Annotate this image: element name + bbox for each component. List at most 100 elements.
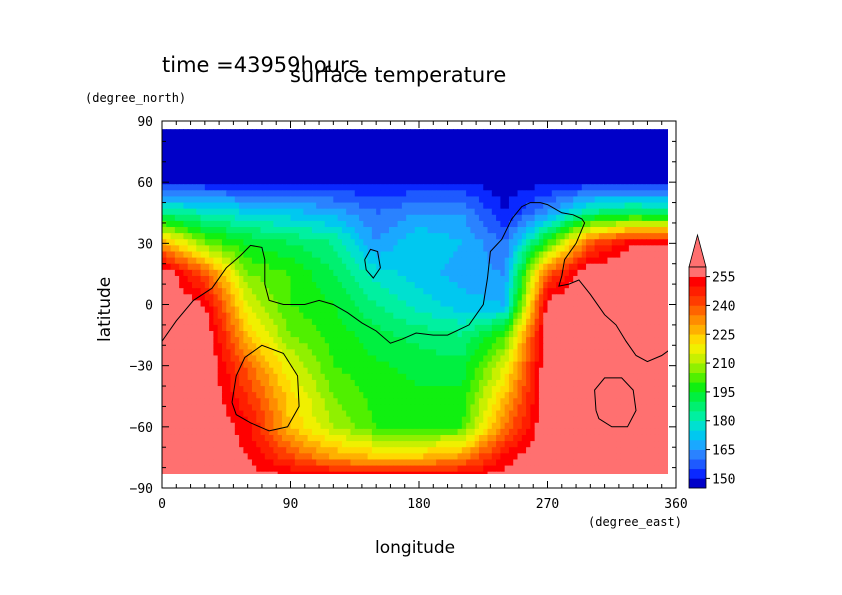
field-cell (521, 263, 527, 271)
field-cell (239, 263, 244, 271)
field-cell (179, 159, 185, 167)
field-cell (389, 318, 394, 326)
field-cell (209, 361, 214, 369)
field-cell (616, 331, 621, 338)
field-cell (466, 263, 471, 271)
field-cell (359, 171, 364, 179)
field-cell (543, 202, 549, 210)
field-cell (611, 159, 617, 167)
field-cell (260, 196, 266, 204)
field-cell (646, 269, 651, 277)
field-cell (337, 294, 343, 302)
field-cell (367, 196, 373, 204)
field-cell (543, 245, 549, 253)
field-cell (320, 263, 326, 271)
field-cell (603, 147, 609, 155)
field-cell (414, 233, 420, 240)
field-cell (273, 147, 279, 155)
field-cell (534, 331, 540, 338)
field-cell (273, 159, 279, 167)
field-cell (427, 196, 433, 204)
field-cell (269, 312, 274, 320)
field-cell (393, 214, 399, 222)
field-cell (474, 263, 480, 271)
field-cell (419, 269, 424, 277)
field-cell (487, 227, 493, 234)
field-cell (427, 312, 433, 320)
field-cell (637, 318, 643, 326)
field-cell (663, 367, 668, 375)
field-cell (500, 171, 506, 179)
field-cell (478, 257, 484, 265)
field-cell (564, 355, 570, 363)
field-cell (303, 379, 309, 387)
field-cell (431, 214, 437, 222)
field-cell (440, 227, 446, 234)
field-cell (590, 300, 596, 308)
field-cell (466, 355, 471, 363)
field-cell (423, 361, 429, 369)
field-cell (586, 367, 591, 375)
field-cell (337, 214, 343, 222)
field-cell (170, 379, 176, 387)
field-cell (453, 349, 459, 357)
field-cell (354, 306, 360, 314)
field-cell (431, 337, 437, 344)
field-cell (273, 233, 279, 240)
field-cell (607, 190, 613, 198)
field-cell (470, 153, 476, 161)
field-cell (213, 208, 219, 216)
field-cell (577, 331, 583, 338)
field-cell (646, 324, 651, 332)
field-cell (311, 379, 317, 387)
field-cell (183, 263, 189, 271)
field-cell (419, 263, 424, 271)
field-cell (611, 178, 617, 185)
field-cell (174, 208, 180, 216)
field-cell (243, 275, 249, 283)
field-cell (307, 331, 313, 338)
field-cell (247, 245, 253, 253)
field-cell (311, 282, 317, 289)
field-cell (174, 227, 180, 234)
field-cell (264, 233, 270, 240)
field-cell (286, 190, 292, 198)
field-cell (573, 263, 579, 271)
field-cell (603, 178, 609, 185)
field-cell (658, 367, 664, 375)
field-cell (294, 202, 300, 210)
field-cell (346, 178, 352, 185)
field-cell (273, 312, 279, 320)
field-cell (641, 202, 647, 210)
field-cell (247, 343, 253, 350)
field-cell (401, 153, 407, 161)
field-cell (616, 355, 621, 363)
field-cell (380, 306, 386, 314)
field-cell (196, 331, 202, 338)
field-cell (543, 220, 549, 228)
field-cell (646, 306, 651, 314)
field-cell (414, 227, 420, 234)
field-cell (290, 361, 296, 369)
field-cell (389, 147, 394, 155)
field-cell (504, 239, 510, 246)
field-cell (286, 312, 292, 320)
field-cell (504, 190, 510, 198)
field-cell (376, 373, 382, 381)
field-cell (586, 331, 591, 338)
field-cell (560, 300, 566, 308)
field-cell (406, 257, 412, 265)
field-cell (543, 300, 549, 308)
field-cell (483, 367, 489, 375)
field-cell (290, 275, 296, 283)
field-cell (457, 318, 463, 326)
field-cell (487, 294, 493, 302)
field-cell (354, 275, 360, 283)
field-cell (474, 257, 480, 265)
field-cell (230, 233, 236, 240)
field-cell (414, 337, 420, 344)
field-cell (277, 184, 283, 191)
field-cell (470, 190, 476, 198)
field-cell (204, 214, 210, 222)
field-cell (663, 233, 668, 240)
